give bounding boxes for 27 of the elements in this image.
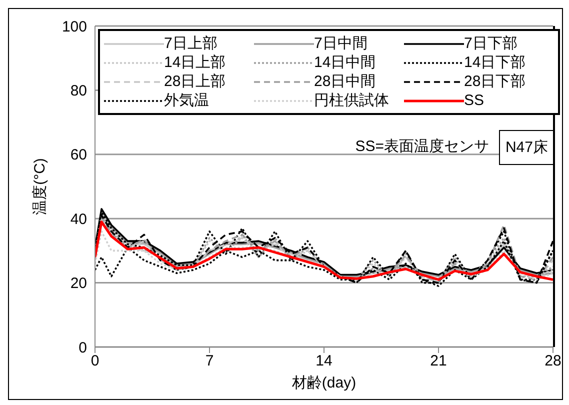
x-tick-label: 28	[544, 352, 562, 370]
y-axis-title: 温度(°C)	[31, 158, 48, 215]
legend-label: 7日中間	[314, 34, 368, 53]
y-tick-label: 60	[70, 146, 87, 164]
x-tick-label: 7	[205, 352, 214, 370]
legend-label: 外気温	[164, 91, 209, 110]
x-tick-label: 21	[430, 352, 447, 370]
annotation: SS=表面温度センサ	[355, 137, 489, 156]
legend-label: 7日下部	[464, 34, 518, 53]
legend-label: 7日上部	[164, 34, 218, 53]
x-axis-title: 材齢(day)	[290, 374, 356, 392]
annotation: N47床	[499, 130, 554, 165]
y-tick-label: 40	[70, 210, 87, 228]
y-tick-label: 20	[70, 275, 87, 292]
legend-label: SS	[464, 91, 484, 110]
x-tick-label: 0	[90, 352, 100, 370]
legend-label: 円柱供試体	[314, 91, 389, 110]
y-tick-label: 100	[62, 18, 87, 36]
y-tick-label: 80	[70, 82, 87, 100]
legend-label: 28日上部	[164, 72, 226, 91]
legend-label: 28日下部	[464, 72, 526, 91]
legend-label: 14日下部	[464, 53, 526, 72]
legend-label: 14日中間	[314, 53, 376, 72]
x-tick-label: 14	[316, 352, 332, 370]
legend-label: 14日上部	[164, 53, 226, 72]
y-tick-label: 0	[78, 339, 87, 356]
legend-label: 28日中間	[314, 72, 376, 91]
